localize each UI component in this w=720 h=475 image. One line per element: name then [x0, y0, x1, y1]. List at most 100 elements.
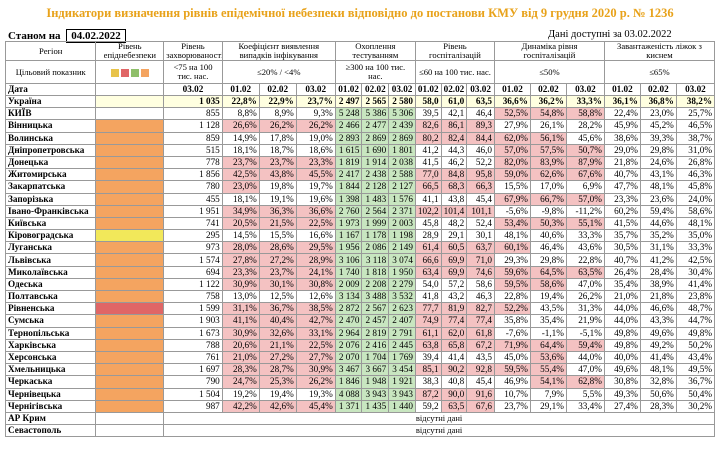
value-cell: 63,7: [466, 241, 495, 255]
value-cell: 987: [163, 399, 223, 413]
value-cell: 47,0%: [565, 363, 605, 377]
swatch-red: [120, 68, 129, 77]
value-cell: 44,0%: [603, 302, 641, 316]
value-cell: 64,4%: [529, 338, 567, 352]
value-cell: 758: [163, 289, 223, 304]
value-cell: 58,0: [414, 94, 442, 109]
level-indicator: [95, 350, 165, 365]
value-cell: 28,9%: [295, 253, 336, 267]
value-cell: 80,2: [414, 131, 442, 145]
value-cell: 761: [163, 350, 223, 365]
region-name: Донецька: [4, 155, 97, 170]
value-cell: 8,9%: [258, 107, 297, 121]
target-beds: ≤65%: [603, 60, 716, 84]
value-cell: 2 279: [388, 277, 416, 292]
region-row: Полтавська 758 13,0% 12,5% 12,6% 3 134 3 488 3 …: [4, 289, 716, 304]
target-incidence: <75 на 100 тис. нас.: [163, 60, 223, 84]
value-cell: 50,6%: [639, 387, 677, 401]
value-cell: 29,1%: [529, 399, 567, 413]
level-indicator: [95, 338, 165, 352]
value-cell: 8,8%: [221, 107, 260, 121]
value-cell: 2 580: [388, 94, 416, 109]
date-cell: 02.02: [440, 83, 468, 96]
region-row: Закарпатська 780 23,0% 19,8% 19,7% 1 844 2 128…: [4, 180, 716, 194]
value-cell: 5 306: [388, 107, 416, 121]
value-cell: 36,6%: [295, 204, 336, 218]
value-cell: 30,8%: [603, 375, 641, 389]
value-cell: 41,5%: [603, 216, 641, 231]
value-cell: 1 903: [163, 314, 223, 328]
value-cell: 2 819: [361, 326, 390, 340]
value-cell: 28,3%: [639, 399, 677, 413]
value-cell: 50,2%: [675, 338, 716, 352]
value-cell: 31,3%: [565, 302, 605, 316]
value-cell: 71,9%: [494, 338, 531, 352]
value-cell: 2 086: [361, 241, 390, 255]
value-cell: 62,0%: [494, 131, 531, 145]
value-cell: 1 951: [163, 204, 223, 218]
value-cell: 3 074: [388, 253, 416, 267]
header-detection: Коефіцієнт виявлення випадків інфікуванн…: [221, 41, 336, 61]
region-name: Харківська: [4, 338, 97, 352]
value-cell: 295: [163, 229, 223, 243]
region-row: Херсонська 761 21,0% 27,2% 27,7% 2 070 1 704 1 …: [4, 350, 716, 365]
data-available-note: Дані доступні за 03.02.2022: [548, 29, 672, 40]
value-cell: 1 440: [388, 399, 416, 413]
level-indicator: [95, 94, 165, 109]
no-data-row: Севастополь відсутні дані: [4, 424, 715, 438]
value-cell: 19,8%: [258, 180, 297, 194]
value-cell: 45,4: [466, 375, 495, 389]
value-cell: 43,3%: [639, 314, 677, 328]
value-cell: -11,2%: [565, 204, 605, 218]
value-cell: 18,1%: [221, 192, 260, 206]
value-cell: 1 035: [163, 94, 223, 109]
value-cell: 102,2: [414, 204, 442, 218]
value-cell: 3 488: [361, 289, 390, 304]
region-name: Севастополь: [4, 424, 97, 438]
value-cell: 92,8: [466, 363, 495, 377]
value-cell: -5,6%: [494, 204, 531, 218]
value-cell: 48,1%: [639, 363, 677, 377]
value-cell: 3 134: [334, 289, 363, 304]
region-name: Сумська: [4, 314, 97, 328]
value-cell: 23,7%: [295, 94, 336, 109]
value-cell: 54,8%: [529, 107, 567, 121]
value-cell: 23,0%: [221, 180, 260, 194]
value-cell: 60,5: [440, 241, 468, 255]
region-name: Тернопільська: [4, 326, 97, 340]
level-indicator: [95, 399, 165, 413]
region-row: Чернігівська 987 42,2% 42,6% 45,4% 1 371 1 435…: [4, 399, 716, 413]
value-cell: 57,2: [440, 277, 468, 292]
value-cell: 58,6%: [675, 204, 716, 218]
value-cell: 7,9%: [529, 387, 567, 401]
value-cell: 91,6: [466, 387, 495, 401]
level-indicator: [95, 143, 165, 157]
level-indicator: [95, 204, 165, 218]
value-cell: 81,9: [440, 302, 468, 316]
value-cell: 1 398: [334, 192, 363, 206]
target-detection: ≤20% / <4%: [221, 60, 336, 84]
value-cell: 2 466: [334, 119, 363, 133]
value-cell: 20,5%: [221, 216, 260, 231]
region-row: Івано-Франківська 1 951 34,9% 36,3% 36,6% 2 7…: [4, 204, 716, 218]
date-cell: 02.02: [529, 83, 567, 96]
value-cell: 26,6%: [221, 119, 260, 133]
value-cell: 2 445: [388, 338, 416, 352]
value-cell: 45,2%: [639, 119, 677, 133]
value-cell: 42,6%: [258, 399, 297, 413]
target-hosp-dynamics: ≤50%: [494, 60, 605, 84]
region-name: Рівненська: [4, 302, 97, 316]
value-cell: 61,8: [466, 326, 495, 340]
value-cell: 43,4%: [675, 350, 716, 365]
value-cell: 33,3%: [565, 229, 605, 243]
value-cell: 19,4%: [529, 289, 567, 304]
value-cell: 1 576: [388, 192, 416, 206]
value-cell: -7,6%: [494, 326, 531, 340]
value-cell: 26,2%: [565, 289, 605, 304]
value-cell: 1 950: [388, 265, 416, 279]
value-cell: 58,6%: [529, 277, 567, 292]
value-cell: 71,0: [466, 253, 495, 267]
level-indicator: [95, 289, 165, 304]
value-cell: 40,6%: [529, 229, 567, 243]
value-cell: 42,2%: [221, 399, 260, 413]
